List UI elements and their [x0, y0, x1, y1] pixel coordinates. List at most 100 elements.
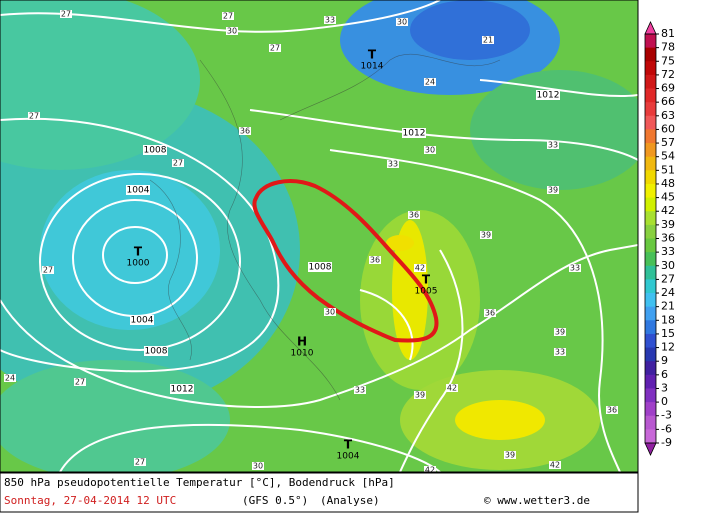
colorbar-tick-label: 45 — [661, 191, 675, 204]
colorbar-tick-label: 6 — [661, 368, 668, 381]
contour-label-bg — [226, 27, 238, 35]
colorbar-segment — [645, 224, 656, 239]
contour-label-bg — [4, 374, 16, 382]
colorbar-tick-label: 36 — [661, 232, 675, 245]
isobar-label-bg — [308, 262, 332, 272]
isobar-label-bg — [144, 346, 168, 356]
contour-label-bg — [269, 44, 281, 52]
contour-label-bg — [134, 458, 146, 466]
cool-region — [0, 360, 230, 472]
colorbar-tick-label: 0 — [661, 395, 668, 408]
footer-run: (Analyse) — [320, 494, 380, 507]
colorbar-tick-label: 78 — [661, 41, 675, 54]
colorbar-segment — [645, 388, 656, 403]
colorbar-tick-label: 51 — [661, 163, 675, 176]
pressure-center-symbol: H — [297, 335, 307, 349]
colorbar-segment — [645, 211, 656, 226]
colorbar-segment — [645, 361, 656, 376]
colorbar-segment — [645, 306, 656, 321]
colorbar-segment — [645, 143, 656, 158]
colorbar-segment — [645, 429, 656, 444]
colorbar-segment — [645, 238, 656, 253]
map-area: T1014T1000T1005H1010T1004100810041004100… — [0, 0, 638, 475]
isobar-label-bg — [402, 128, 426, 138]
footer-box — [0, 472, 639, 513]
contour-label: 36 — [485, 309, 495, 318]
colorbar-segment — [645, 252, 656, 267]
colorbar-segment — [645, 74, 656, 90]
contour-label-bg — [396, 18, 408, 26]
colorbar-tick-label: 75 — [661, 54, 675, 67]
isobar-label-bg — [536, 90, 560, 100]
contour-label: 33 — [355, 386, 365, 395]
contour-label: 39 — [505, 451, 515, 460]
contour-label: 27 — [61, 10, 71, 19]
contour-label-bg — [424, 466, 436, 472]
map-frame — [0, 0, 639, 473]
colorbar-tick-label: 54 — [661, 150, 675, 163]
contour-label-bg — [239, 127, 251, 135]
colorbar-tick-label: 63 — [661, 109, 675, 122]
highlight-outline — [252, 179, 439, 343]
colorbar: 8178757269666360575451484542393633302724… — [644, 21, 675, 456]
coastlines — [149, 54, 501, 401]
colorbar-tick-label: 3 — [661, 381, 668, 394]
contour-label-bg — [42, 266, 54, 274]
contour-label: 33 — [325, 16, 335, 25]
contour-label: 42 — [550, 461, 560, 470]
contour-label: 33 — [555, 348, 565, 357]
footer-model: (GFS 0.5°) — [242, 494, 308, 507]
contour-label-bg — [446, 384, 458, 392]
colorbar-bottom-arrow — [644, 442, 657, 456]
footer-credit: © www.wetter3.de — [484, 494, 590, 507]
colorbar-tick-label: 30 — [661, 259, 675, 272]
contour-label: 27 — [223, 12, 233, 21]
colorbar-tick-label: 27 — [661, 272, 675, 285]
colorbar-segment — [645, 333, 656, 349]
colorbar-tick-label: -6 — [661, 422, 672, 435]
contour-label: 39 — [415, 391, 425, 400]
contour-label: 42 — [425, 466, 435, 475]
colorbar-tick-label: 15 — [661, 327, 675, 340]
contour-label: 27 — [135, 458, 145, 467]
contour-label: 27 — [173, 159, 183, 168]
contour-label-bg — [60, 10, 72, 18]
colorbar-tick-label: -9 — [661, 436, 672, 449]
colorbar-segment — [645, 415, 656, 430]
pressure-center-symbol: T — [422, 273, 431, 287]
colorbar-segment — [645, 88, 656, 103]
colorbar-segment — [645, 61, 656, 76]
contour-label-bg — [424, 146, 436, 154]
contour-label-bg — [424, 78, 436, 86]
contour-label-bg — [324, 308, 336, 316]
pressure-center-value: 1000 — [127, 259, 150, 269]
colorbar-tick-label: -3 — [661, 409, 672, 422]
colorbar-tick-label: 9 — [661, 354, 668, 367]
contour-label: 30 — [425, 146, 435, 155]
colorbar-segment — [645, 129, 656, 144]
contour-label-bg — [482, 36, 494, 44]
isobar-label: 1008 — [309, 263, 332, 273]
contour-label-bg — [369, 256, 381, 264]
colorbar-segment — [645, 197, 656, 212]
colorbar-tick-label: 72 — [661, 68, 675, 81]
isobar-label: 1012 — [403, 129, 426, 139]
cold-region — [410, 0, 530, 60]
contour-label: 33 — [388, 160, 398, 169]
colorbar-segment — [645, 170, 656, 185]
contour-label-bg — [504, 451, 516, 459]
isobar-label: 1004 — [131, 316, 154, 326]
isobar-label: 1008 — [144, 146, 167, 156]
colorbar-segment — [645, 156, 656, 171]
colorbar-tick-label: 21 — [661, 300, 675, 313]
contour-label: 36 — [607, 406, 617, 415]
contour-label: 33 — [548, 141, 558, 150]
colorbar-tick-label: 48 — [661, 177, 675, 190]
footer-title: 850 hPa pseudopotentielle Temperatur [°C… — [4, 476, 395, 489]
contour-label: 27 — [43, 266, 53, 275]
contour-label: 36 — [409, 211, 419, 220]
colorbar-segment — [645, 47, 656, 62]
contour-label-bg — [606, 406, 618, 414]
contour-label-bg — [484, 309, 496, 317]
